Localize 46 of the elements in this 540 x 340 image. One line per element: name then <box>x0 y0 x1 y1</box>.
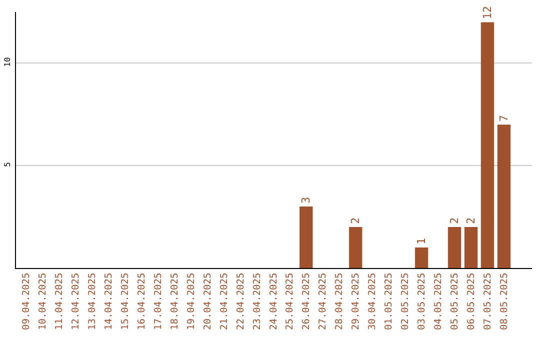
bar <box>497 124 511 268</box>
x-tick-label: 24.04.2025 <box>268 272 280 330</box>
bar <box>414 248 428 268</box>
data-label: 2 <box>464 217 478 224</box>
x-tick-label: 05.05.2025 <box>450 272 461 330</box>
x-tick-label: 27.04.2025 <box>318 272 329 330</box>
bar <box>480 22 494 268</box>
x-tick-label: 06.05.2025 <box>466 272 478 330</box>
bar <box>448 227 462 268</box>
x-tick-label: 28.04.2025 <box>334 272 346 330</box>
y-tick-label: 10 <box>2 57 12 67</box>
x-tick-label: 15.04.2025 <box>120 272 131 330</box>
bar <box>349 227 362 268</box>
x-tick-label: 20.04.2025 <box>202 272 214 330</box>
x-tick-label: 30.04.2025 <box>367 272 378 330</box>
data-label: 2 <box>448 217 462 224</box>
data-label: 12 <box>480 6 494 20</box>
x-tick-label: 26.04.2025 <box>301 272 312 330</box>
x-tick-label: 29.04.2025 <box>350 272 362 330</box>
bar <box>300 206 313 268</box>
x-tick-label: 04.05.2025 <box>433 272 444 330</box>
x-tick-label: 16.04.2025 <box>136 272 148 330</box>
x-tick-label: 13.04.2025 <box>86 272 98 330</box>
x-tick-label: 11.04.2025 <box>54 272 65 330</box>
x-tick-label: 08.05.2025 <box>499 272 510 330</box>
data-label: 3 <box>300 196 313 204</box>
x-tick-label: 17.04.2025 <box>152 272 164 330</box>
x-tick-label: 23.04.2025 <box>252 272 263 330</box>
x-tick-label: 21.04.2025 <box>218 272 230 330</box>
data-label: 1 <box>415 238 428 245</box>
x-tick-label: 25.04.2025 <box>284 272 296 330</box>
x-tick-label: 14.04.2025 <box>103 272 114 330</box>
data-label: 7 <box>497 115 510 122</box>
x-tick-label: 10.04.2025 <box>37 272 48 330</box>
x-tick-label: 09.04.2025 <box>20 272 32 330</box>
x-tick-label: 18.04.2025 <box>169 272 180 330</box>
x-tick-label: 07.05.2025 <box>482 272 494 330</box>
x-tick-label: 19.04.2025 <box>186 272 197 330</box>
x-tick-label: 22.04.2025 <box>235 272 246 330</box>
x-tick-label: 12.04.2025 <box>70 272 82 330</box>
bar <box>464 227 478 268</box>
x-tick-label: 02.05.2025 <box>400 272 412 330</box>
x-tick-label: 01.05.2025 <box>384 272 395 330</box>
y-tick-label: 5 <box>2 162 12 167</box>
data-label: 2 <box>349 217 362 224</box>
x-tick-label: 03.05.2025 <box>416 272 428 330</box>
